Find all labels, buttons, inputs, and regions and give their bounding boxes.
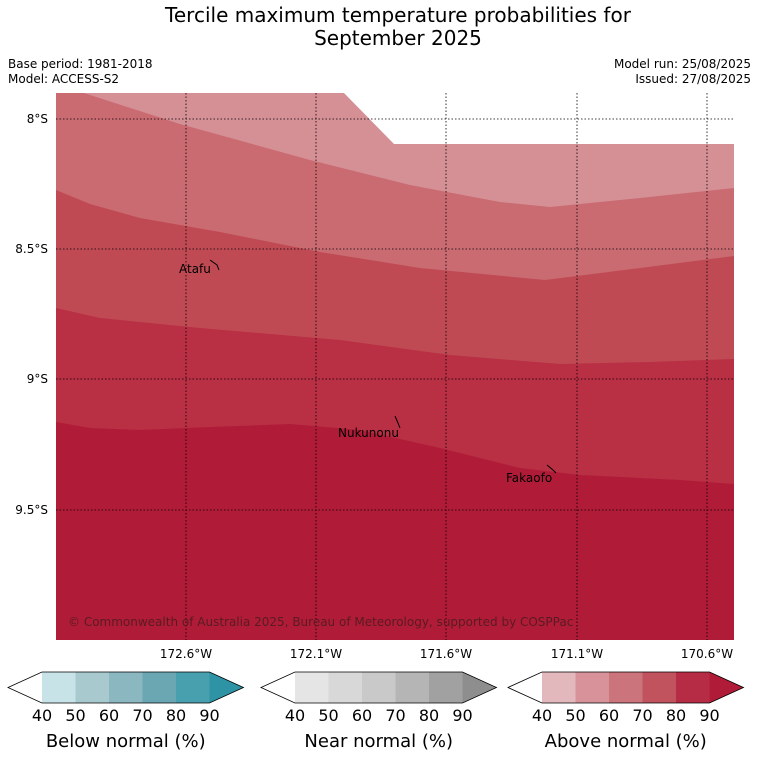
colorbar-near-tick: 90 xyxy=(452,706,472,725)
lon-label-171-1w: 171.1°W xyxy=(551,647,603,661)
colorbar-above-under xyxy=(508,672,542,703)
colorbar-below-segment xyxy=(109,672,143,703)
colorbar-below-over xyxy=(209,672,244,703)
lat-label-8-5s: 8.5°S xyxy=(15,242,48,256)
colorbar-below-segment xyxy=(75,672,109,703)
map-panel[interactable]: Atafu Nukunonu Fakaofo © Commonwealth of… xyxy=(56,93,734,640)
colorbar-above-outline xyxy=(507,671,745,704)
colorbar-above-label: Above normal (%) xyxy=(545,731,707,752)
colorbar-near-tick: 80 xyxy=(419,706,439,725)
colorbar-above-tick: 40 xyxy=(532,706,552,725)
colorbar-near-under xyxy=(261,672,295,703)
model-run: Model run: 25/08/2025 xyxy=(613,57,751,71)
colorbar-above-tick: 60 xyxy=(599,706,619,725)
colorbar-below-tick: 40 xyxy=(32,706,52,725)
nukunonu-outline xyxy=(394,415,401,429)
colorbar-below-segment xyxy=(176,672,210,703)
lon-label-171-6w: 171.6°W xyxy=(420,647,472,661)
model-name: Model: ACCESS-S2 xyxy=(8,72,120,86)
lat-label-8s: 8°S xyxy=(27,112,48,126)
issued-date: Issued: 27/08/2025 xyxy=(635,72,751,86)
colorbar-below-tick: 80 xyxy=(166,706,186,725)
colorbar-below-tick: 60 xyxy=(99,706,119,725)
fakaofo-outline xyxy=(546,464,557,474)
colorbar-below-label: Below normal (%) xyxy=(46,731,206,752)
colorbar-below-tick: 50 xyxy=(65,706,85,725)
place-nukunonu: Nukunonu xyxy=(338,426,399,440)
colorbar-above-segment xyxy=(609,672,643,703)
colorbar-above-tick: 90 xyxy=(699,706,719,725)
colorbar-near-tick: 50 xyxy=(318,706,338,725)
colorbar-below-segment xyxy=(142,672,176,703)
colorbar-near-segment xyxy=(395,672,429,703)
colorbar-above-over xyxy=(709,672,744,703)
colorbar-legend: 40 50 60 70 80 90 Below normal (%) 40 50 60 70 80 90… xyxy=(7,671,745,752)
title-line-2: September 2025 xyxy=(314,26,482,50)
colorbar-below-under xyxy=(8,672,42,703)
colorbar-near-over xyxy=(462,672,497,703)
lat-label-9-5s: 9.5°S xyxy=(15,503,48,517)
atafu-outline xyxy=(209,259,220,271)
colorbar-near-segment xyxy=(328,672,362,703)
band-90-plus xyxy=(56,422,734,640)
lat-label-9s: 9°S xyxy=(27,372,48,386)
title-line-1: Tercile maximum temperature probabilitie… xyxy=(165,3,631,27)
colorbar-above-segment xyxy=(642,672,676,703)
colorbar-near-label: Near normal (%) xyxy=(304,731,453,752)
map-title: Tercile maximum temperature probabilitie… xyxy=(0,4,758,50)
base-period: Base period: 1981-2018 xyxy=(8,57,153,71)
lon-label-170-6w: 170.6°W xyxy=(681,647,733,661)
colorbar-below-outline xyxy=(7,671,245,704)
colorbar-near-tick: 40 xyxy=(285,706,305,725)
copyright-notice: © Commonwealth of Australia 2025, Bureau… xyxy=(68,615,573,629)
colorbar-near-segment xyxy=(362,672,396,703)
colorbar-above-segment xyxy=(676,672,710,703)
colorbar-below-segment xyxy=(42,672,76,703)
meta-right: Model run: 25/08/2025 Issued: 27/08/2025 xyxy=(614,57,751,87)
meta-left: Base period: 1981-2018 Model: ACCESS-S2 xyxy=(8,57,153,87)
place-fakaofo: Fakaofo xyxy=(506,471,552,485)
colorbar-above-segment xyxy=(542,672,576,703)
place-atafu: Atafu xyxy=(179,262,211,276)
colorbar-above-tick: 80 xyxy=(666,706,686,725)
colorbar-above-segment xyxy=(575,672,609,703)
colorbar-above-tick: 70 xyxy=(632,706,652,725)
colorbar-near: 40 50 60 70 80 90 Near normal (%) xyxy=(260,671,498,752)
colorbar-below-tick: 70 xyxy=(132,706,152,725)
colorbar-near-tick: 60 xyxy=(352,706,372,725)
colorbar-near-segment xyxy=(429,672,463,703)
lon-label-172-1w: 172.1°W xyxy=(290,647,342,661)
colorbar-below-tick: 90 xyxy=(199,706,219,725)
lon-label-172-6w: 172.6°W xyxy=(160,647,212,661)
colorbar-above: 40 50 60 70 80 90 Above normal (%) xyxy=(507,671,745,752)
colorbar-below: 40 50 60 70 80 90 Below normal (%) xyxy=(7,671,245,752)
colorbar-above-tick: 50 xyxy=(565,706,585,725)
colorbar-near-segment xyxy=(295,672,329,703)
colorbar-near-tick: 70 xyxy=(385,706,405,725)
colorbar-near-outline xyxy=(260,671,498,704)
graticule xyxy=(56,93,734,640)
